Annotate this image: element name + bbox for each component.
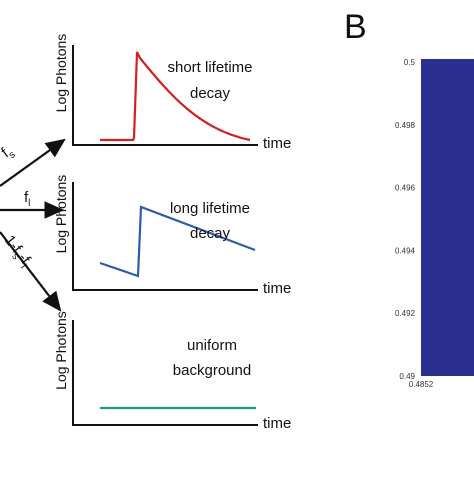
y-axis-label: Log Photons <box>53 34 69 113</box>
arrow <box>0 138 66 187</box>
subscript: l <box>18 263 28 272</box>
plot-caption: short lifetime <box>167 59 252 76</box>
label-text: f <box>24 189 29 206</box>
subscript: s <box>9 251 21 262</box>
axes <box>72 320 258 426</box>
x-axis-label: time <box>263 415 291 432</box>
plot-caption: background <box>173 362 251 379</box>
y-tick-label: 0.496 <box>395 184 416 193</box>
decay-curve <box>99 205 256 278</box>
branch-label: fl <box>24 189 30 209</box>
x-axis-label: time <box>263 135 291 152</box>
branch-label: fs <box>0 142 18 163</box>
plot-caption: uniform <box>187 337 237 354</box>
branch-label: 1-fs-fl <box>0 232 35 271</box>
label-text: 1-f <box>1 232 26 257</box>
y-tick-label: 0.494 <box>395 246 416 255</box>
x-axis-label: time <box>263 280 291 297</box>
y-tick-label: 0.49 <box>399 372 415 381</box>
y-axis-label: Log Photons <box>53 175 69 254</box>
arrow <box>0 231 62 312</box>
panel-label: B <box>344 8 367 46</box>
plot-caption: decay <box>190 225 231 242</box>
y-axis-label: Log Photons <box>53 311 69 390</box>
x-tick-label: 0.4852 <box>409 380 434 389</box>
subscript: s <box>7 149 18 161</box>
subscript: l <box>28 198 30 209</box>
decay-curve <box>100 51 251 142</box>
y-tick-label: 0.492 <box>395 309 416 318</box>
plot-caption: long lifetime <box>170 200 250 217</box>
y-tick-label: 0.5 <box>404 58 416 67</box>
plot-caption: decay <box>190 85 231 102</box>
axes <box>72 182 258 291</box>
heatmap <box>421 59 474 376</box>
axes <box>72 45 258 146</box>
y-tick-label: 0.498 <box>395 121 416 130</box>
